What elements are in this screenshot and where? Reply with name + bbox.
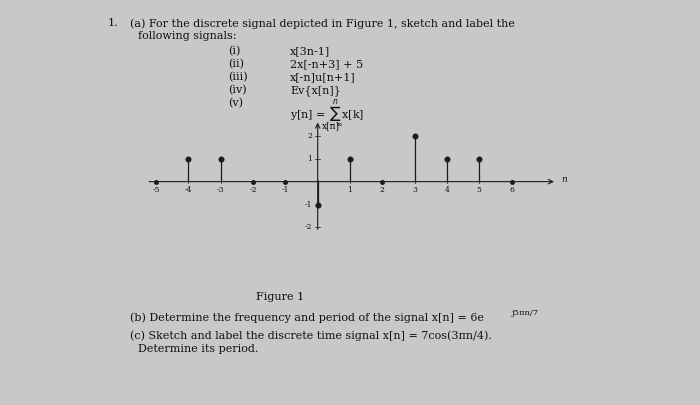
Text: 3: 3 <box>412 186 417 194</box>
Text: (iv): (iv) <box>228 85 246 95</box>
Text: following signals:: following signals: <box>138 31 237 41</box>
Text: 2: 2 <box>307 132 312 140</box>
Text: -4: -4 <box>185 186 193 194</box>
Text: (b) Determine the frequency and period of the signal x[n] = 6e: (b) Determine the frequency and period o… <box>130 312 484 322</box>
Text: 6: 6 <box>509 186 514 194</box>
Text: Ev{x[n]}: Ev{x[n]} <box>290 85 341 96</box>
Text: 1.: 1. <box>108 18 118 28</box>
Text: -2: -2 <box>249 186 257 194</box>
Text: x[3n-1]: x[3n-1] <box>290 46 330 56</box>
Text: -3: -3 <box>217 186 225 194</box>
Text: -1: -1 <box>304 200 312 209</box>
Text: 5: 5 <box>477 186 482 194</box>
Text: (c) Sketch and label the discrete time signal x[n] = 7cos(3πn/4).: (c) Sketch and label the discrete time s… <box>130 330 492 341</box>
Text: 4: 4 <box>444 186 449 194</box>
Text: 2: 2 <box>380 186 385 194</box>
Text: Determine its period.: Determine its period. <box>138 344 258 354</box>
Text: 2x[-n+3] + 5: 2x[-n+3] + 5 <box>290 59 363 69</box>
Text: -5: -5 <box>153 186 160 194</box>
Text: x[n]: x[n] <box>321 121 340 130</box>
Text: 1: 1 <box>348 186 352 194</box>
Text: Figure 1: Figure 1 <box>256 292 304 302</box>
Text: x[-n]u[n+1]: x[-n]u[n+1] <box>290 72 356 82</box>
Text: (iii): (iii) <box>228 72 248 82</box>
Text: (a) For the discrete signal depicted in Figure 1, sketch and label the: (a) For the discrete signal depicted in … <box>130 18 515 29</box>
Text: -1: -1 <box>281 186 289 194</box>
Text: j5πn/7: j5πn/7 <box>512 309 539 317</box>
Text: (v): (v) <box>228 98 243 108</box>
Text: 1: 1 <box>307 155 312 163</box>
Text: -2: -2 <box>304 224 312 232</box>
Text: (i): (i) <box>228 46 240 56</box>
Text: (ii): (ii) <box>228 59 244 69</box>
Text: y[n] = $\sum_{-\infty}^{n}$x[k]: y[n] = $\sum_{-\infty}^{n}$x[k] <box>290 98 364 129</box>
Text: n: n <box>561 175 568 184</box>
